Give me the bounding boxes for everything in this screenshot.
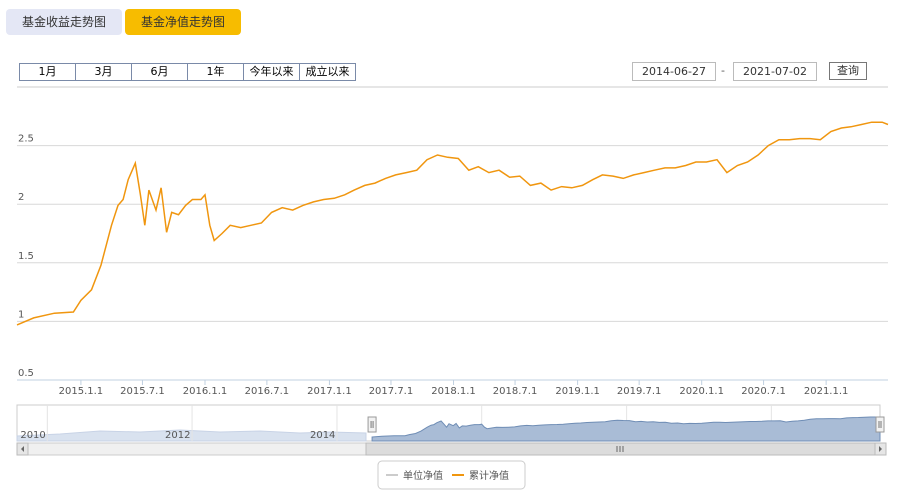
navigator-handle[interactable]: [875, 416, 885, 433]
handle-grip: [878, 421, 882, 428]
start-date[interactable]: 2014-06-27: [632, 62, 716, 81]
range-button[interactable]: 1月: [19, 63, 76, 81]
x-tick-label: 2020.7.1: [741, 386, 786, 397]
x-tick-label: 2018.7.1: [493, 386, 538, 397]
x-tick-label: 2017.7.1: [369, 386, 414, 397]
x-tick-label: 2018.1.1: [431, 386, 476, 397]
navigator-tick-label: 2012: [165, 430, 190, 441]
x-tick-label: 2019.7.1: [617, 386, 662, 397]
navigator-area: [371, 416, 881, 442]
x-tick-label: 2016.7.1: [245, 386, 290, 397]
y-tick-label: 1: [18, 309, 24, 320]
handle-grip: [370, 421, 374, 428]
query-button[interactable]: 查询: [829, 62, 867, 80]
end-date[interactable]: 2021-07-02: [733, 62, 817, 81]
x-tick-label: 2019.1.1: [555, 386, 600, 397]
date-separator: -: [721, 64, 725, 77]
x-tick-label: 2016.1.1: [183, 386, 228, 397]
tab[interactable]: 基金收益走势图: [6, 9, 122, 35]
y-tick-label: 2.5: [18, 134, 34, 145]
range-button[interactable]: 成立以来: [299, 63, 356, 81]
legend-box: [377, 460, 526, 490]
y-tick-label: 0.5: [18, 368, 34, 379]
navigator-history: [16, 429, 367, 442]
x-tick-label: 2017.1.1: [307, 386, 352, 397]
x-tick-label: 2021.1.1: [804, 386, 849, 397]
arrow: [21, 446, 24, 452]
y-tick-label: 2: [18, 192, 24, 203]
range-button[interactable]: 6月: [131, 63, 188, 81]
legend-item[interactable]: 单位净值: [386, 469, 443, 482]
grip: [616, 446, 624, 452]
arrow: [879, 446, 882, 452]
navigator-handle[interactable]: [367, 416, 377, 433]
navigator-tick-label: 2014: [310, 430, 335, 441]
tab-active[interactable]: 基金净值走势图: [125, 9, 241, 35]
legend-label: 单位净值: [403, 469, 443, 482]
legend-label: 累计净值: [469, 469, 509, 482]
y-tick-label: 1.5: [18, 251, 34, 262]
x-tick-label: 2015.7.1: [120, 386, 165, 397]
line-series: [16, 121, 889, 326]
range-button[interactable]: 1年: [187, 63, 244, 81]
navigator-tick-label: 2010: [20, 430, 45, 441]
legend-item[interactable]: 累计净值: [452, 469, 509, 482]
x-tick-label: 2015.1.1: [59, 386, 104, 397]
x-tick-label: 2020.1.1: [679, 386, 724, 397]
